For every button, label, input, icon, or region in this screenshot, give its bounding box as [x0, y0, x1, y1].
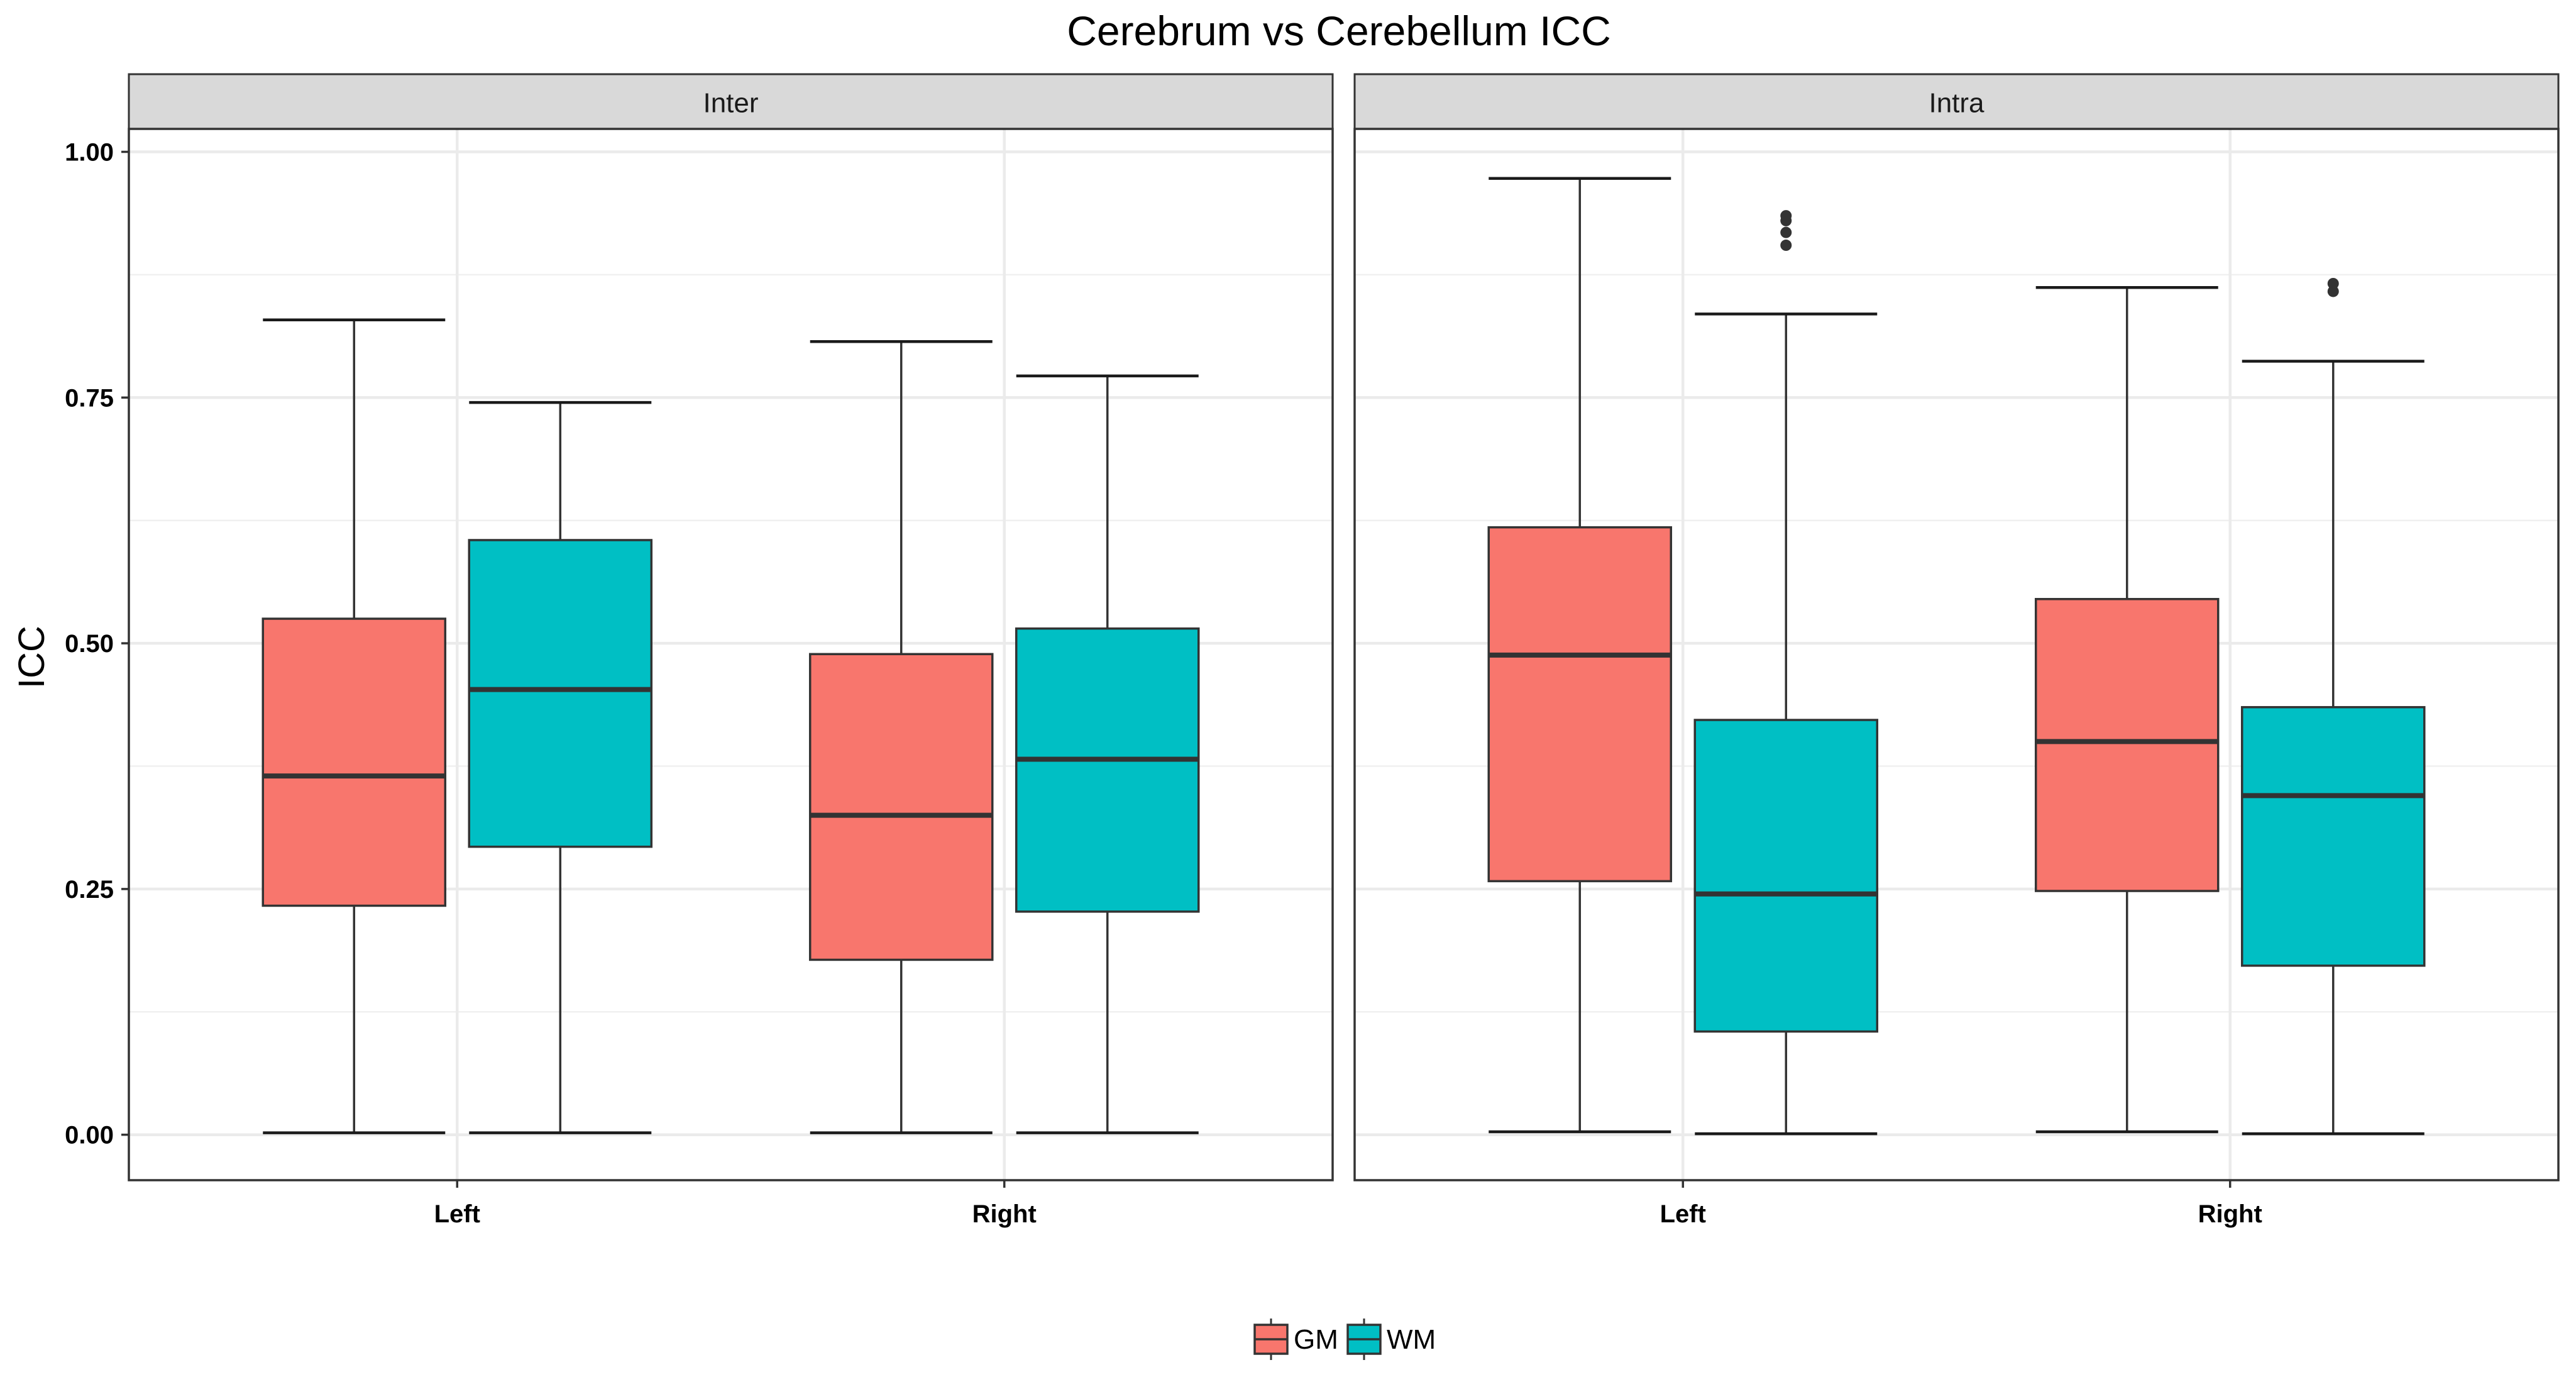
x-tick-label: Left [434, 1200, 480, 1228]
legend-item-wm: WM [1346, 1319, 1436, 1360]
box-left-gm [1487, 177, 1673, 1134]
facet-inter: Inter Left Right [128, 73, 1334, 1228]
facet-intra: Intra Left Right [1353, 73, 2560, 1228]
y-tick-label: 0.50 [65, 630, 114, 658]
facet-strip [128, 73, 1334, 130]
y-tick-label: 0.75 [65, 384, 114, 412]
facet-strip-label: Intra [1929, 88, 1984, 119]
box-body [2240, 705, 2426, 967]
box-body [2034, 598, 2220, 892]
legend-label: WM [1387, 1324, 1436, 1355]
box-body [261, 617, 447, 907]
box-body [468, 539, 653, 848]
facet-strip [1353, 73, 2560, 130]
x-tick-label: Right [2198, 1200, 2262, 1228]
legend: GM WM [1253, 1319, 1436, 1360]
y-axis-title: ICC [11, 626, 52, 688]
box-right-gm [2034, 285, 2220, 1134]
facets: Inter Left Right Intra Left Right 0.00 0.25 0.50… [65, 73, 2560, 1228]
y-tick-label: 1.00 [65, 139, 114, 167]
chart-title: Cerebrum vs Cerebellum ICC [1067, 8, 1611, 54]
x-tick-label: Right [972, 1200, 1037, 1228]
y-tick-label: 0.25 [65, 876, 114, 904]
box-left-wm [468, 401, 653, 1134]
outlier-point [2327, 285, 2339, 297]
box-body [1015, 627, 1200, 913]
box-right-wm [2240, 277, 2426, 1136]
outlier-point [1780, 210, 1792, 222]
box-left-wm [1693, 210, 1879, 1136]
box-body [1693, 719, 1879, 1033]
panel-border [128, 128, 1334, 1181]
outlier-point [2327, 277, 2339, 289]
box-body [1487, 526, 1673, 883]
y-tick-label: 0.00 [65, 1122, 114, 1149]
legend-label: GM [1294, 1324, 1338, 1355]
outlier-point [1780, 226, 1792, 238]
box-body [808, 653, 994, 961]
box-right-wm [1015, 374, 1200, 1134]
outlier-point [1780, 240, 1792, 252]
legend-item-gm: GM [1253, 1319, 1338, 1360]
box-left-gm [261, 318, 447, 1134]
panel-border [1353, 128, 2560, 1181]
x-tick-label: Left [1660, 1200, 1706, 1228]
box-right-gm [808, 340, 994, 1134]
facet-strip-label: Inter [703, 88, 758, 119]
